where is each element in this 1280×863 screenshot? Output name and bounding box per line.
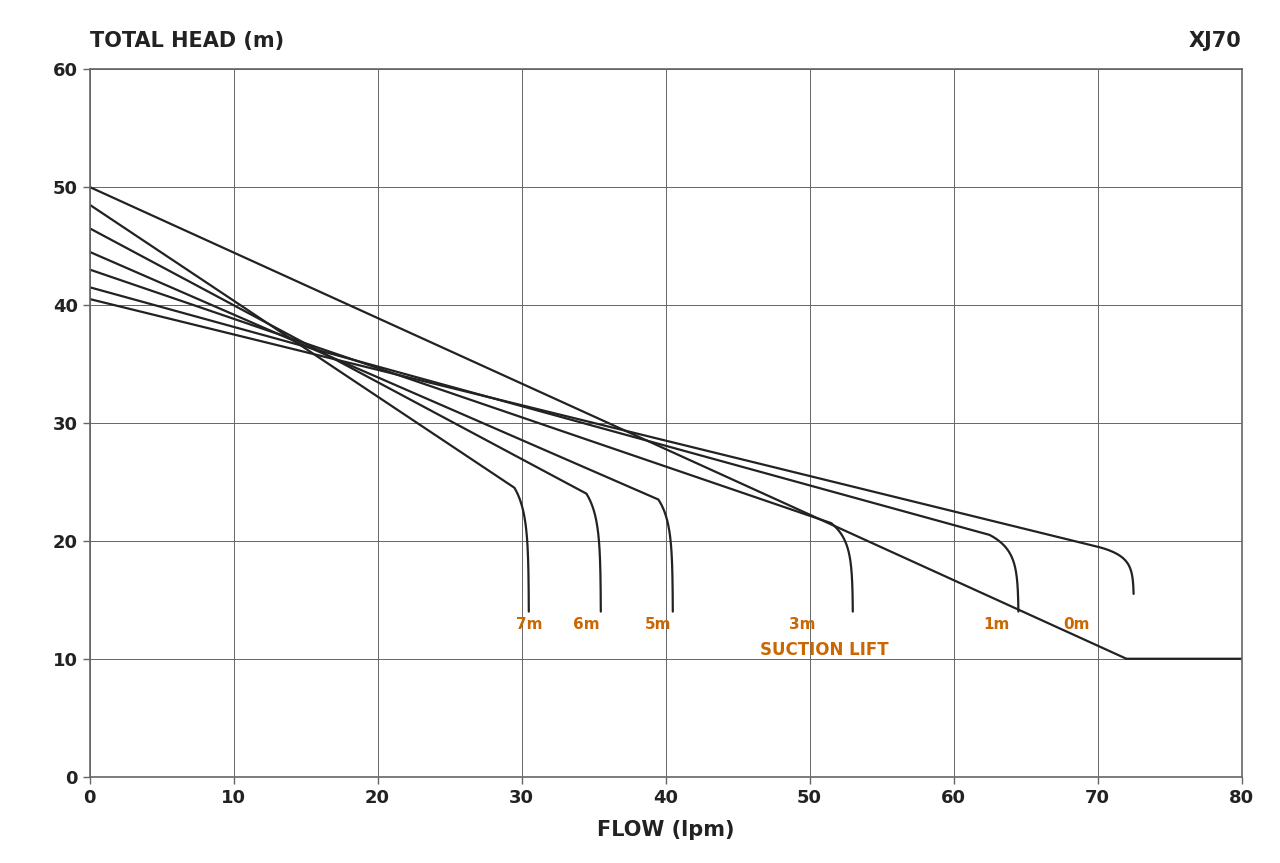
Text: XJ70: XJ70 — [1189, 31, 1242, 52]
Text: 3m: 3m — [790, 618, 815, 633]
Text: SUCTION LIFT: SUCTION LIFT — [760, 641, 888, 659]
Text: TOTAL HEAD (m): TOTAL HEAD (m) — [90, 31, 284, 52]
X-axis label: FLOW (lpm): FLOW (lpm) — [596, 821, 735, 841]
Text: 6m: 6m — [573, 618, 600, 633]
Text: 0m: 0m — [1062, 618, 1089, 633]
Text: 5m: 5m — [645, 618, 672, 633]
Text: 7m: 7m — [516, 618, 541, 633]
Text: 1m: 1m — [983, 618, 1010, 633]
